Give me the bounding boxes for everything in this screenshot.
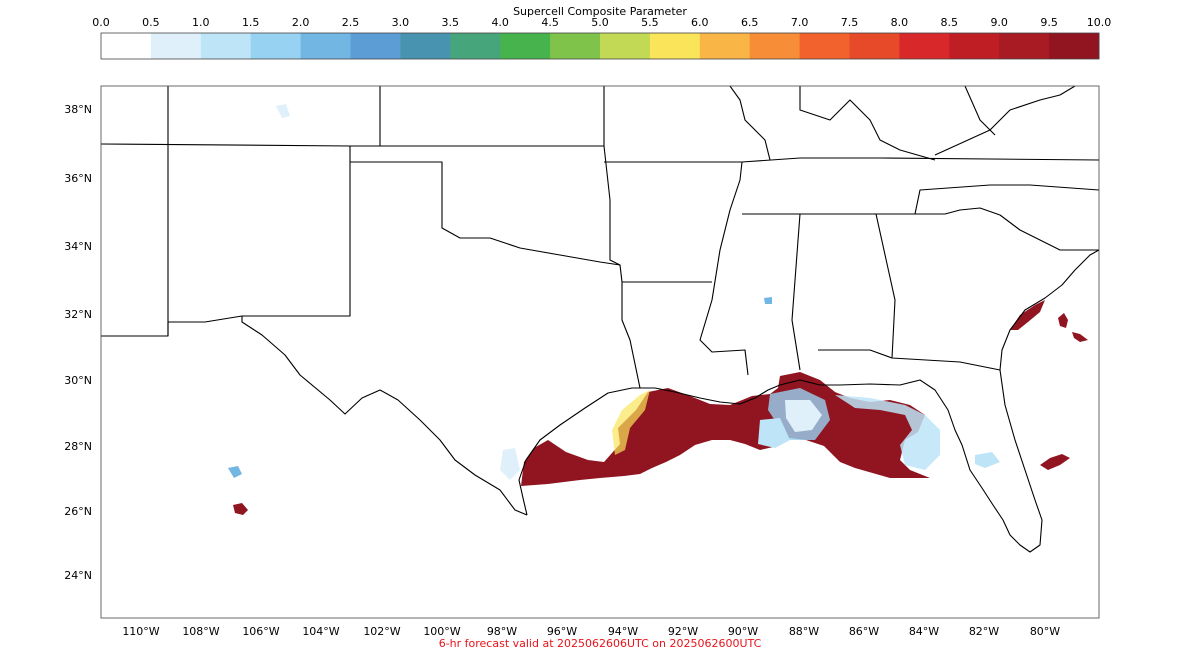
scp-low-south-texas <box>500 448 520 480</box>
colorbar-swatch <box>200 33 252 59</box>
colorbar: Supercell Composite Parameter 0.0 0.5 1.0 1… <box>92 5 1111 60</box>
state-lines-northeast <box>729 86 1076 161</box>
scp-halo-east2 <box>835 395 940 470</box>
colorbar-swatch <box>749 33 801 59</box>
scp-high-western-gulf <box>521 372 930 486</box>
lon-label: 94°W <box>608 625 638 638</box>
latitude-labels: 38°N 36°N 34°N 32°N 30°N 28°N 26°N 24°N <box>64 103 92 582</box>
colorbar-swatch <box>250 33 302 59</box>
colorbar-tick-label: 7.0 <box>791 16 809 29</box>
lon-label: 100°W <box>423 625 460 638</box>
colorbar-tick-label: 4.0 <box>491 16 509 29</box>
lon-label: 86°W <box>849 625 879 638</box>
map-frame <box>100 85 1100 619</box>
colorbar-tick-label: 9.5 <box>1040 16 1058 29</box>
colorbar-tick-label: 9.0 <box>990 16 1008 29</box>
colorbar-frame <box>100 32 1100 60</box>
state-lines-southeast <box>741 157 1099 371</box>
lon-label: 96°W <box>547 625 577 638</box>
colorbar-tick-label: 3.5 <box>442 16 460 29</box>
lon-label: 98°W <box>487 625 517 638</box>
lon-label: 92°W <box>668 625 698 638</box>
lat-label: 34°N <box>64 240 92 253</box>
lat-label: 38°N <box>64 103 92 116</box>
lon-label: 80°W <box>1030 625 1060 638</box>
lon-label: 106°W <box>242 625 279 638</box>
colorbar-tick-label: 1.5 <box>242 16 260 29</box>
colorbar-swatch <box>101 33 152 59</box>
colorbar-tick-label: 5.5 <box>641 16 659 29</box>
colorbar-ticks: 0.0 0.5 1.0 1.5 2.0 2.5 3.0 3.5 4.0 4.5 5.0 5.5 6.0 6… <box>92 16 1111 29</box>
lon-label: 102°W <box>363 625 400 638</box>
colorbar-swatch <box>799 33 850 59</box>
scp-halo-south <box>758 418 790 448</box>
lon-label: 90°W <box>728 625 758 638</box>
lat-label: 28°N <box>64 440 92 453</box>
lon-label: 104°W <box>302 625 339 638</box>
texas-border <box>242 161 641 389</box>
scp-low-kansas <box>276 104 290 118</box>
colorbar-tick-label: 10.0 <box>1087 16 1112 29</box>
boundaries <box>101 86 1099 553</box>
colorbar-tick-label: 5.0 <box>591 16 609 29</box>
colorbar-tick-label: 6.5 <box>741 16 759 29</box>
colorbar-swatch <box>450 33 501 59</box>
colorbar-swatch <box>999 33 1050 59</box>
colorbar-tick-label: 2.5 <box>342 16 360 29</box>
colorbar-tick-label: 4.5 <box>541 16 559 29</box>
lat-label: 26°N <box>64 505 92 518</box>
colorbar-tick-label: 3.0 <box>392 16 410 29</box>
colorbar-swatches <box>101 33 1100 59</box>
lat-label: 32°N <box>64 308 92 321</box>
scp-high-south-florida <box>1040 454 1070 470</box>
scp-halo-west <box>612 390 650 455</box>
lat-label: 36°N <box>64 172 92 185</box>
colorbar-tick-label: 1.0 <box>192 16 210 29</box>
colorbar-tick-label: 8.5 <box>941 16 959 29</box>
longitude-labels: 110°W 108°W 106°W 104°W 102°W 100°W 98°W… <box>122 625 1060 638</box>
colorbar-swatch <box>150 33 202 59</box>
scp-high-mexico <box>233 503 248 515</box>
colorbar-swatch <box>600 33 651 59</box>
colorbar-title: Supercell Composite Parameter <box>513 5 687 18</box>
scp-high-offshore <box>1058 313 1068 328</box>
colorbar-swatch <box>699 33 751 59</box>
lat-label: 24°N <box>64 569 92 582</box>
state-lines-central <box>101 86 621 336</box>
scp-low-mississippi <box>764 297 772 304</box>
colorbar-swatch <box>649 33 701 59</box>
colorbar-swatch <box>500 33 551 59</box>
lat-label: 30°N <box>64 374 92 387</box>
forecast-caption: 6-hr forecast valid at 2025062606UTC on … <box>439 637 762 650</box>
lon-label: 84°W <box>909 625 939 638</box>
colorbar-swatch <box>550 33 601 59</box>
lon-label: 110°W <box>122 625 159 638</box>
map-panel: 38°N 36°N 34°N 32°N 30°N 28°N 26°N 24°N … <box>64 85 1100 638</box>
scp-high-southeast-coast <box>1010 300 1045 330</box>
colorbar-swatch <box>300 33 351 59</box>
colorbar-swatch <box>1049 33 1100 59</box>
scp-high-offshore2 <box>1072 332 1088 342</box>
colorbar-swatch <box>899 33 950 59</box>
colorbar-tick-label: 2.0 <box>292 16 310 29</box>
scp-low-mexico <box>228 466 242 478</box>
colorbar-tick-label: 0.0 <box>92 16 110 29</box>
colorbar-tick-label: 7.5 <box>841 16 859 29</box>
lon-label: 82°W <box>969 625 999 638</box>
lon-label: 88°W <box>789 625 819 638</box>
state-lines-south-central <box>604 161 749 376</box>
colorbar-swatch <box>350 33 401 59</box>
us-mexico-border <box>101 315 528 516</box>
scp-field <box>228 104 1088 515</box>
colorbar-tick-label: 6.0 <box>691 16 709 29</box>
colorbar-tick-label: 0.5 <box>142 16 160 29</box>
colorbar-tick-label: 8.0 <box>891 16 909 29</box>
colorbar-swatch <box>849 33 900 59</box>
lon-label: 108°W <box>182 625 219 638</box>
scp-halo-east-inner <box>785 400 822 432</box>
colorbar-swatch <box>949 33 1000 59</box>
scp-low-south-florida <box>975 452 1000 468</box>
colorbar-swatch <box>400 33 451 59</box>
